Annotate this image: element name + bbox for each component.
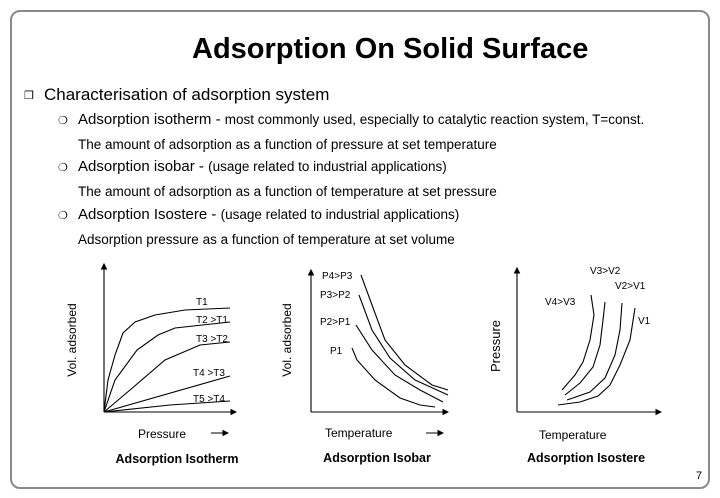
curve-t5 xyxy=(103,400,231,413)
square-bullet-icon: ❒ xyxy=(24,90,34,102)
curve-label: T2 >T1 xyxy=(196,315,228,326)
x-axis-label: Temperature xyxy=(539,428,607,442)
curve-label: T3 >T2 xyxy=(196,334,228,345)
isotherm-term: Adsorption isotherm - xyxy=(78,111,225,128)
isostere-diagram: V3>V2 V2>V1 V4>V3 V1 Temperature Pressur… xyxy=(488,266,663,465)
x-axis-label: Pressure xyxy=(138,427,186,441)
slide-title: Adsorption On Solid Surface xyxy=(192,33,589,65)
curve-t4 xyxy=(103,375,231,413)
circle-bullet-icon: ❍ xyxy=(58,115,68,127)
circle-bullet-icon: ❍ xyxy=(58,210,68,222)
curve-t1 xyxy=(103,307,231,413)
curve-label: P4>P3 xyxy=(322,271,353,282)
isotherm-note: most commonly used, especially to cataly… xyxy=(224,112,645,127)
isotherm-desc: The amount of adsorption as a function o… xyxy=(78,137,497,152)
caption: Adsorption Isostere xyxy=(527,451,645,465)
page-number: 7 xyxy=(696,470,703,482)
curve-label: V4>V3 xyxy=(545,297,576,308)
curve-label: T1 xyxy=(196,297,208,308)
isobar-bullet: Adsorption isobar - (usage related to in… xyxy=(78,158,447,175)
curve-label: P1 xyxy=(330,346,343,357)
isobar-desc: The amount of adsorption as a function o… xyxy=(78,184,497,199)
y-axis-label: Pressure xyxy=(488,320,503,372)
curve-t3 xyxy=(103,341,231,413)
isostere-bullet: Adsorption Isostere - (usage related to … xyxy=(78,206,459,223)
circle-bullet-icon: ❍ xyxy=(58,162,68,174)
y-axis-label: Vol. adsorbed xyxy=(65,303,79,376)
isostere-note: (usage related to industrial application… xyxy=(220,207,460,222)
curve-label: P2>P1 xyxy=(320,317,351,328)
x-axis-label: Temperature xyxy=(325,426,393,440)
curve-label: T5 >T4 xyxy=(193,394,225,405)
curve-label: V2>V1 xyxy=(615,281,646,292)
isotherm-bullet: Adsorption isotherm - most commonly used… xyxy=(78,111,644,128)
main-bullet: Characterisation of adsorption system xyxy=(44,85,330,104)
caption: Adsorption Isotherm xyxy=(116,452,239,466)
isostere-desc: Adsorption pressure as a function of tem… xyxy=(78,232,455,247)
isotherm-diagram: T1 T2 >T1 T3 >T2 T4 >T3 T5 >T4 Pressure … xyxy=(65,262,239,466)
isobar-term: Adsorption isobar - xyxy=(78,158,209,175)
slide-frame xyxy=(10,10,710,489)
caption: Adsorption Isobar xyxy=(323,451,431,465)
curve-label: P3>P2 xyxy=(320,290,351,301)
isobar-note: (usage related to industrial application… xyxy=(208,159,447,174)
isostere-term: Adsorption Isostere - xyxy=(78,206,221,223)
curve-label: V1 xyxy=(638,316,651,327)
isobar-diagram: P4>P3 P3>P2 P2>P1 P1 Temperature Vol. ad… xyxy=(280,268,450,465)
curve-label: T4 >T3 xyxy=(193,368,225,379)
curve-t2 xyxy=(103,321,231,413)
y-axis-label: Vol. adsorbed xyxy=(280,303,294,376)
curve-label: V3>V2 xyxy=(590,266,621,277)
